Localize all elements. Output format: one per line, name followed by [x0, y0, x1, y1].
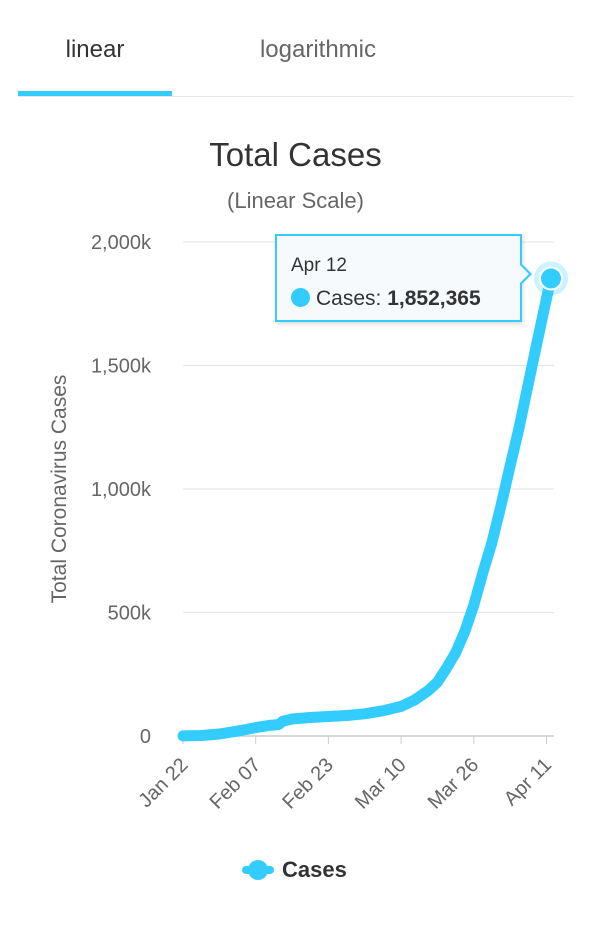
x-tick-label: Mar 26	[424, 754, 484, 814]
x-tick-label: Feb 23	[278, 754, 338, 814]
chart-title: Total Cases	[209, 136, 382, 173]
x-tick-label: Apr 11	[500, 754, 556, 810]
tab-logarithmic-label: logarithmic	[259, 36, 377, 63]
legend-line-marker-icon	[240, 855, 274, 885]
tab-linear[interactable]: linear	[18, 0, 172, 96]
x-tick-label: Jan 22	[135, 754, 193, 812]
scale-tabs: linear logarithmic	[18, 0, 574, 97]
x-tick-label: Mar 10	[351, 754, 411, 814]
tooltip-date: Apr 12	[291, 255, 347, 276]
data-tooltip: Apr 12 Cases: 1,852,365	[275, 234, 532, 322]
tooltip-series-row: Cases: 1,852,365	[291, 286, 506, 312]
x-tick-label: Feb 07	[206, 754, 266, 814]
chart-subtitle: (Linear Scale)	[227, 188, 364, 213]
x-axis: Jan 22 Feb 07 Feb 23 Mar 10 Mar 26 Apr 11	[135, 736, 556, 814]
series-dot-icon	[291, 288, 310, 307]
legend-label: Cases	[282, 857, 347, 882]
tooltip-series-label: Cases:	[316, 287, 388, 310]
y-tick-label: 1,500k	[91, 356, 152, 378]
y-tick-label: 0	[140, 726, 151, 748]
tooltip-value: 1,852,365	[387, 287, 481, 310]
highlight-point[interactable]	[539, 266, 563, 291]
series-cases	[177, 261, 568, 742]
y-tick-label: 2,000k	[91, 232, 152, 254]
y-tick-label: 500k	[108, 603, 152, 625]
y-tick-label: 1,000k	[91, 479, 152, 501]
y-axis: 0 500k 1,000k 1,500k 2,000k	[91, 232, 152, 748]
legend-item-cases[interactable]: Cases	[240, 855, 347, 885]
series-line-cases[interactable]	[177, 273, 557, 742]
tab-linear-label: linear	[65, 36, 125, 63]
y-axis-title: Total Coronavirus Cases	[48, 375, 71, 604]
tab-logarithmic[interactable]: logarithmic	[188, 0, 448, 96]
